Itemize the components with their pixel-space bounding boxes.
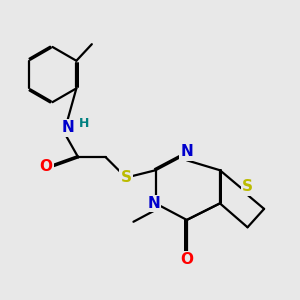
Text: O: O xyxy=(180,252,193,267)
Text: H: H xyxy=(79,117,90,130)
Text: O: O xyxy=(39,159,52,174)
Text: S: S xyxy=(242,179,253,194)
Text: N: N xyxy=(147,196,160,211)
Text: S: S xyxy=(121,170,132,185)
Text: N: N xyxy=(61,120,74,135)
Text: N: N xyxy=(180,144,193,159)
